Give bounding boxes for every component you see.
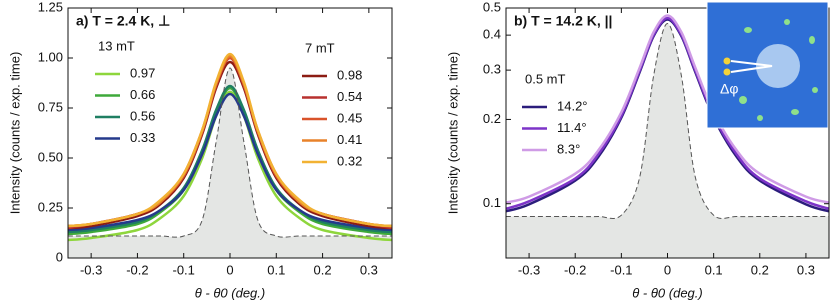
legend-label: 0.54	[337, 89, 362, 104]
data-line	[506, 16, 829, 210]
legend-title: 13 mT	[98, 38, 135, 53]
y-tick-label: 0.50	[38, 149, 63, 164]
legend-label: 8.3°	[557, 141, 580, 156]
inset-image: Δφ	[706, 1, 829, 129]
reference-area	[68, 68, 392, 258]
x-tick-label: -0.3	[80, 262, 102, 277]
data-line	[68, 90, 392, 242]
y-tick-label: 0.2	[483, 111, 501, 126]
legend-label: 0.98	[337, 67, 362, 82]
x-tick-label: -0.1	[173, 262, 195, 277]
legend-label: 14.2°	[557, 98, 588, 113]
inset-peak	[723, 68, 731, 76]
y-tick-label: 0.1	[483, 195, 501, 210]
inset-arrow	[730, 60, 773, 73]
y-tick-label: 0.25	[38, 199, 63, 214]
y-axis-label: Intensity (counts / exp. time)	[445, 52, 460, 215]
legend-label: 0.33	[130, 130, 155, 145]
y-tick-label: 0	[56, 249, 63, 264]
reference-line	[68, 67, 392, 238]
legend-label: 0.66	[130, 87, 155, 102]
inset-label: Δφ	[720, 81, 738, 97]
x-tick-label: 0.3	[360, 262, 378, 277]
legend-label: 0.45	[337, 110, 362, 125]
x-tick-label: -0.2	[564, 262, 586, 277]
y-axis-label: Intensity (counts / exp. time)	[7, 52, 22, 215]
x-tick-label: 0	[664, 262, 671, 277]
data-line	[506, 18, 829, 213]
plots: -0.3 -0.2 -0.1 0 0.1 0.2 0.300.250.500.751.001…	[7, 0, 830, 300]
legend-label: 11.4°	[557, 120, 587, 135]
y-tick-label: 0.5	[483, 0, 501, 14]
x-tick-label: 0.3	[797, 262, 815, 277]
legend-label: 0.41	[337, 132, 362, 147]
y-tick-label: 0.3	[483, 62, 501, 77]
y-tick-label: 1.25	[38, 0, 63, 14]
data-line	[68, 84, 392, 234]
plot-area	[506, 14, 829, 258]
x-tick-label: 0.1	[705, 262, 723, 277]
legend-label: 0.56	[130, 108, 155, 123]
data-line	[68, 60, 392, 230]
data-line	[68, 92, 392, 232]
x-tick-label: 0.1	[267, 262, 285, 277]
legend-title: 0.5 mT	[525, 71, 566, 86]
reference-area	[506, 23, 829, 258]
data-line	[506, 14, 829, 204]
inset-spots	[739, 19, 818, 121]
chart-title: a) T = 2.4 K, ⊥	[76, 13, 170, 29]
legend-label: 0.97	[130, 65, 155, 80]
chart-title: b) T = 14.2 K, ||	[514, 13, 612, 29]
data-line	[68, 86, 392, 236]
y-tick-label: 0.75	[38, 99, 63, 114]
x-tick-label: -0.1	[610, 262, 632, 277]
data-line	[68, 52, 392, 228]
y-tick-label: 1.00	[38, 49, 63, 64]
inset-peak	[723, 57, 731, 65]
inset-beamstop	[756, 44, 800, 88]
y-tick-label: 0.4	[483, 27, 501, 42]
x-tick-label: 0.2	[751, 262, 769, 277]
plot-area	[68, 52, 392, 258]
legend-label: 0.32	[337, 153, 362, 168]
x-tick-label: 0	[226, 262, 233, 277]
x-axis-label: θ - θ0 (deg.)	[195, 285, 265, 300]
legend-title: 7 mT	[305, 40, 335, 55]
x-tick-label: -0.2	[126, 262, 148, 277]
x-tick-label: -0.3	[518, 262, 540, 277]
reference-line	[506, 23, 829, 219]
x-tick-label: 0.2	[314, 262, 332, 277]
x-axis-label: θ - θ0 (deg.)	[632, 285, 702, 300]
